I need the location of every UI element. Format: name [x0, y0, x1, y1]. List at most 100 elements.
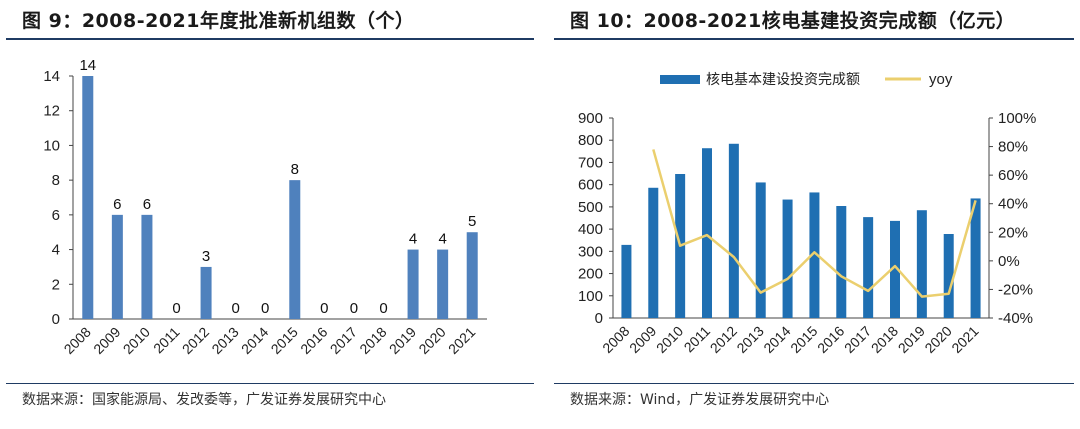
figure-10-panel: 图 10：2008-2021核电基建投资完成额（亿元） 0 100 200 300 40…	[548, 0, 1080, 429]
bar-data-label: 0	[261, 300, 269, 317]
y-tick-label: 4	[52, 242, 60, 259]
bar-data-label: 0	[231, 300, 239, 317]
x-tick-label: 2009	[90, 324, 123, 357]
right-y-tick-label: 40%	[998, 196, 1028, 213]
figure-10-source: 数据来源：Wind，广发证券发展研究中心	[570, 392, 830, 408]
x-tick-label: 2013	[208, 324, 241, 357]
bar	[863, 217, 874, 318]
y-tick-label: 0	[52, 311, 60, 328]
yoy-line	[652, 149, 977, 298]
bar	[407, 249, 419, 319]
x-tick-label: 2008	[61, 324, 94, 357]
left-y-tick-label: 800	[578, 132, 603, 149]
x-tick-label: 2020	[921, 323, 954, 356]
figure-9-title: 图 9：2008-2021年度批准新机组数（个）	[22, 10, 415, 32]
bar	[200, 266, 212, 319]
left-y-tick-label: 600	[578, 177, 603, 194]
bar	[836, 206, 847, 318]
y-tick-label: 2	[52, 276, 60, 293]
x-tick-label: 2016	[297, 324, 330, 357]
legend-bar-label: 核电基本建设投资完成额	[706, 71, 860, 87]
x-tick-label: 2021	[948, 323, 981, 356]
legend-line-label: yoy	[929, 71, 953, 88]
bar	[916, 210, 927, 318]
bar-data-label: 0	[350, 300, 358, 317]
bar-data-label: 4	[409, 231, 417, 248]
x-tick-label: 2014	[760, 323, 793, 356]
bar-data-label: 8	[291, 161, 299, 178]
right-y-tick-label: -40%	[998, 310, 1033, 327]
right-y-tick-label: 60%	[998, 167, 1028, 184]
x-tick-label: 2008	[599, 323, 632, 356]
bar	[648, 187, 659, 318]
bar	[437, 249, 449, 319]
bar	[702, 148, 712, 318]
x-tick-label: 2009	[626, 323, 659, 356]
left-y-tick-label: 0	[595, 310, 603, 327]
bar	[289, 180, 301, 319]
x-tick-label: 2012	[707, 323, 740, 356]
left-y-tick-label: 200	[578, 266, 603, 283]
x-tick-label: 2015	[787, 323, 820, 356]
bar	[82, 76, 94, 319]
x-tick-label: 2018	[868, 323, 901, 356]
left-y-tick-label: 300	[578, 243, 603, 260]
bar	[141, 214, 153, 319]
x-tick-label: 2016	[814, 323, 847, 356]
x-tick-label: 2011	[150, 324, 183, 357]
bar-data-label: 14	[79, 57, 96, 74]
right-y-tick-label: -20%	[998, 281, 1033, 298]
x-tick-label: 2013	[733, 323, 766, 356]
y-tick-label: 14	[43, 68, 60, 85]
y-tick-label: 8	[52, 172, 60, 189]
right-y-tick-label: 20%	[998, 224, 1028, 241]
x-tick-label: 2014	[238, 324, 271, 357]
bar-data-label: 6	[143, 196, 151, 213]
bar-data-label: 0	[320, 300, 328, 317]
right-y-tick-label: 100%	[998, 110, 1036, 127]
x-tick-label: 2021	[445, 324, 478, 357]
x-tick-label: 2019	[386, 324, 419, 357]
bar-data-label: 4	[438, 231, 446, 248]
left-y-tick-label: 100	[578, 288, 603, 305]
bar	[728, 143, 739, 318]
x-tick-label: 2011	[681, 323, 714, 356]
right-y-tick-label: 0%	[998, 253, 1020, 270]
figure-9-bottom-rule	[6, 383, 534, 384]
bar	[782, 199, 793, 318]
right-y-tick-label: 80%	[998, 139, 1028, 156]
y-tick-label: 10	[43, 137, 60, 154]
figure-10-title: 图 10：2008-2021核电基建投资完成额（亿元）	[570, 10, 1016, 32]
bar	[809, 192, 820, 318]
y-tick-label: 6	[52, 207, 60, 224]
bar-data-label: 0	[379, 300, 387, 317]
figure-9-chart: 0 2 4 6 8 10 12 14 14 2008 6 2009 6 2010 0 2011 3 2012 0 20…	[43, 57, 487, 357]
left-y-tick-label: 400	[578, 221, 603, 238]
bar-data-label: 3	[202, 248, 210, 265]
figure-10-chart: 0 100 200 300 400 500 600 700 800 900 -40% -20% 0% 20…	[578, 71, 1036, 356]
figure-10-bottom-rule	[554, 383, 1074, 384]
bar	[755, 182, 766, 318]
y-tick-label: 12	[43, 103, 60, 120]
bar	[621, 244, 632, 318]
x-tick-label: 2015	[268, 324, 301, 357]
left-y-tick-label: 500	[578, 199, 603, 216]
figure-9-source: 数据来源：国家能源局、发改委等，广发证券发展研究中心	[22, 392, 386, 408]
x-tick-label: 2017	[327, 324, 360, 357]
bar-data-label: 5	[468, 213, 476, 230]
bar-data-label: 6	[113, 196, 121, 213]
bar	[466, 232, 478, 319]
x-tick-label: 2010	[120, 324, 153, 357]
bar	[111, 214, 123, 319]
figure-9-top-rule	[6, 38, 534, 40]
bar	[890, 220, 900, 318]
figure-10-top-rule	[554, 38, 1074, 40]
x-tick-label: 2019	[895, 323, 928, 356]
figure-9-panel: 图 9：2008-2021年度批准新机组数（个） 0 2 4 6 8 10 12 14 14 20…	[6, 10, 534, 408]
x-tick-label: 2017	[841, 323, 874, 356]
bar	[970, 198, 981, 318]
x-tick-label: 2020	[415, 324, 448, 357]
x-tick-label: 2010	[653, 323, 686, 356]
x-tick-label: 2018	[356, 324, 389, 357]
legend-bar-swatch	[660, 75, 700, 84]
